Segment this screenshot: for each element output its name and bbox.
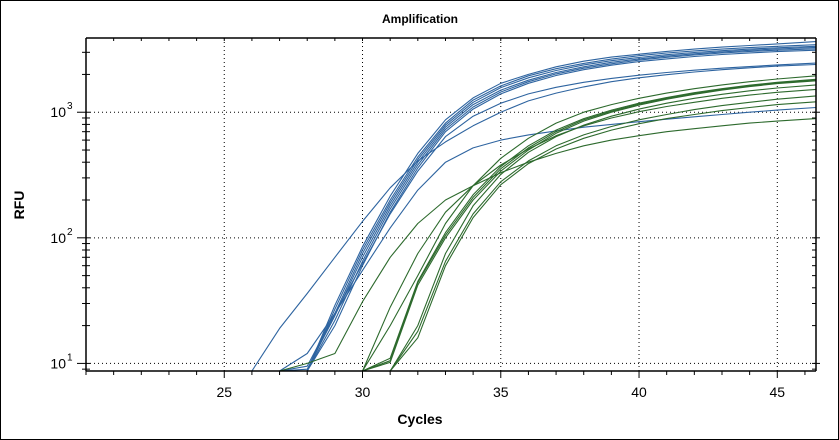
- series-line-blue-4: [86, 46, 817, 372]
- series-lines: [86, 41, 817, 372]
- y-tick-exponent: 3: [67, 101, 73, 112]
- x-tick-label: 45: [769, 384, 785, 400]
- series-line-blue-6: [86, 49, 817, 372]
- y-axis-label: RFU: [11, 191, 27, 220]
- series-line-blue-3: [86, 45, 817, 372]
- x-tick-label: 30: [355, 384, 371, 400]
- chart-title: Amplification: [382, 12, 458, 26]
- y-tick-label: 10: [50, 230, 66, 246]
- series-line-blue-2: [86, 44, 817, 372]
- y-tick-exponent: 2: [67, 227, 73, 238]
- x-tick-label: 35: [493, 384, 509, 400]
- y-tick-label: 10: [50, 355, 66, 371]
- series-line-blue-9: [86, 63, 817, 372]
- series-line-green-6: [86, 95, 817, 372]
- series-line-blue-7: [86, 62, 817, 372]
- x-tick-labels: 25 30 35 40 45: [216, 384, 785, 400]
- y-tick-label: 10: [50, 104, 66, 120]
- axes: [77, 37, 820, 378]
- x-tick-label: 40: [631, 384, 647, 400]
- series-line-blue-5: [86, 48, 817, 372]
- x-tick-label: 25: [216, 384, 232, 400]
- series-line-blue-8: [86, 106, 817, 372]
- x-axis-label: Cycles: [397, 411, 442, 427]
- y-tick-exponent: 1: [67, 352, 73, 363]
- grid-lines: [86, 38, 816, 371]
- series-line-green-7: [86, 101, 817, 372]
